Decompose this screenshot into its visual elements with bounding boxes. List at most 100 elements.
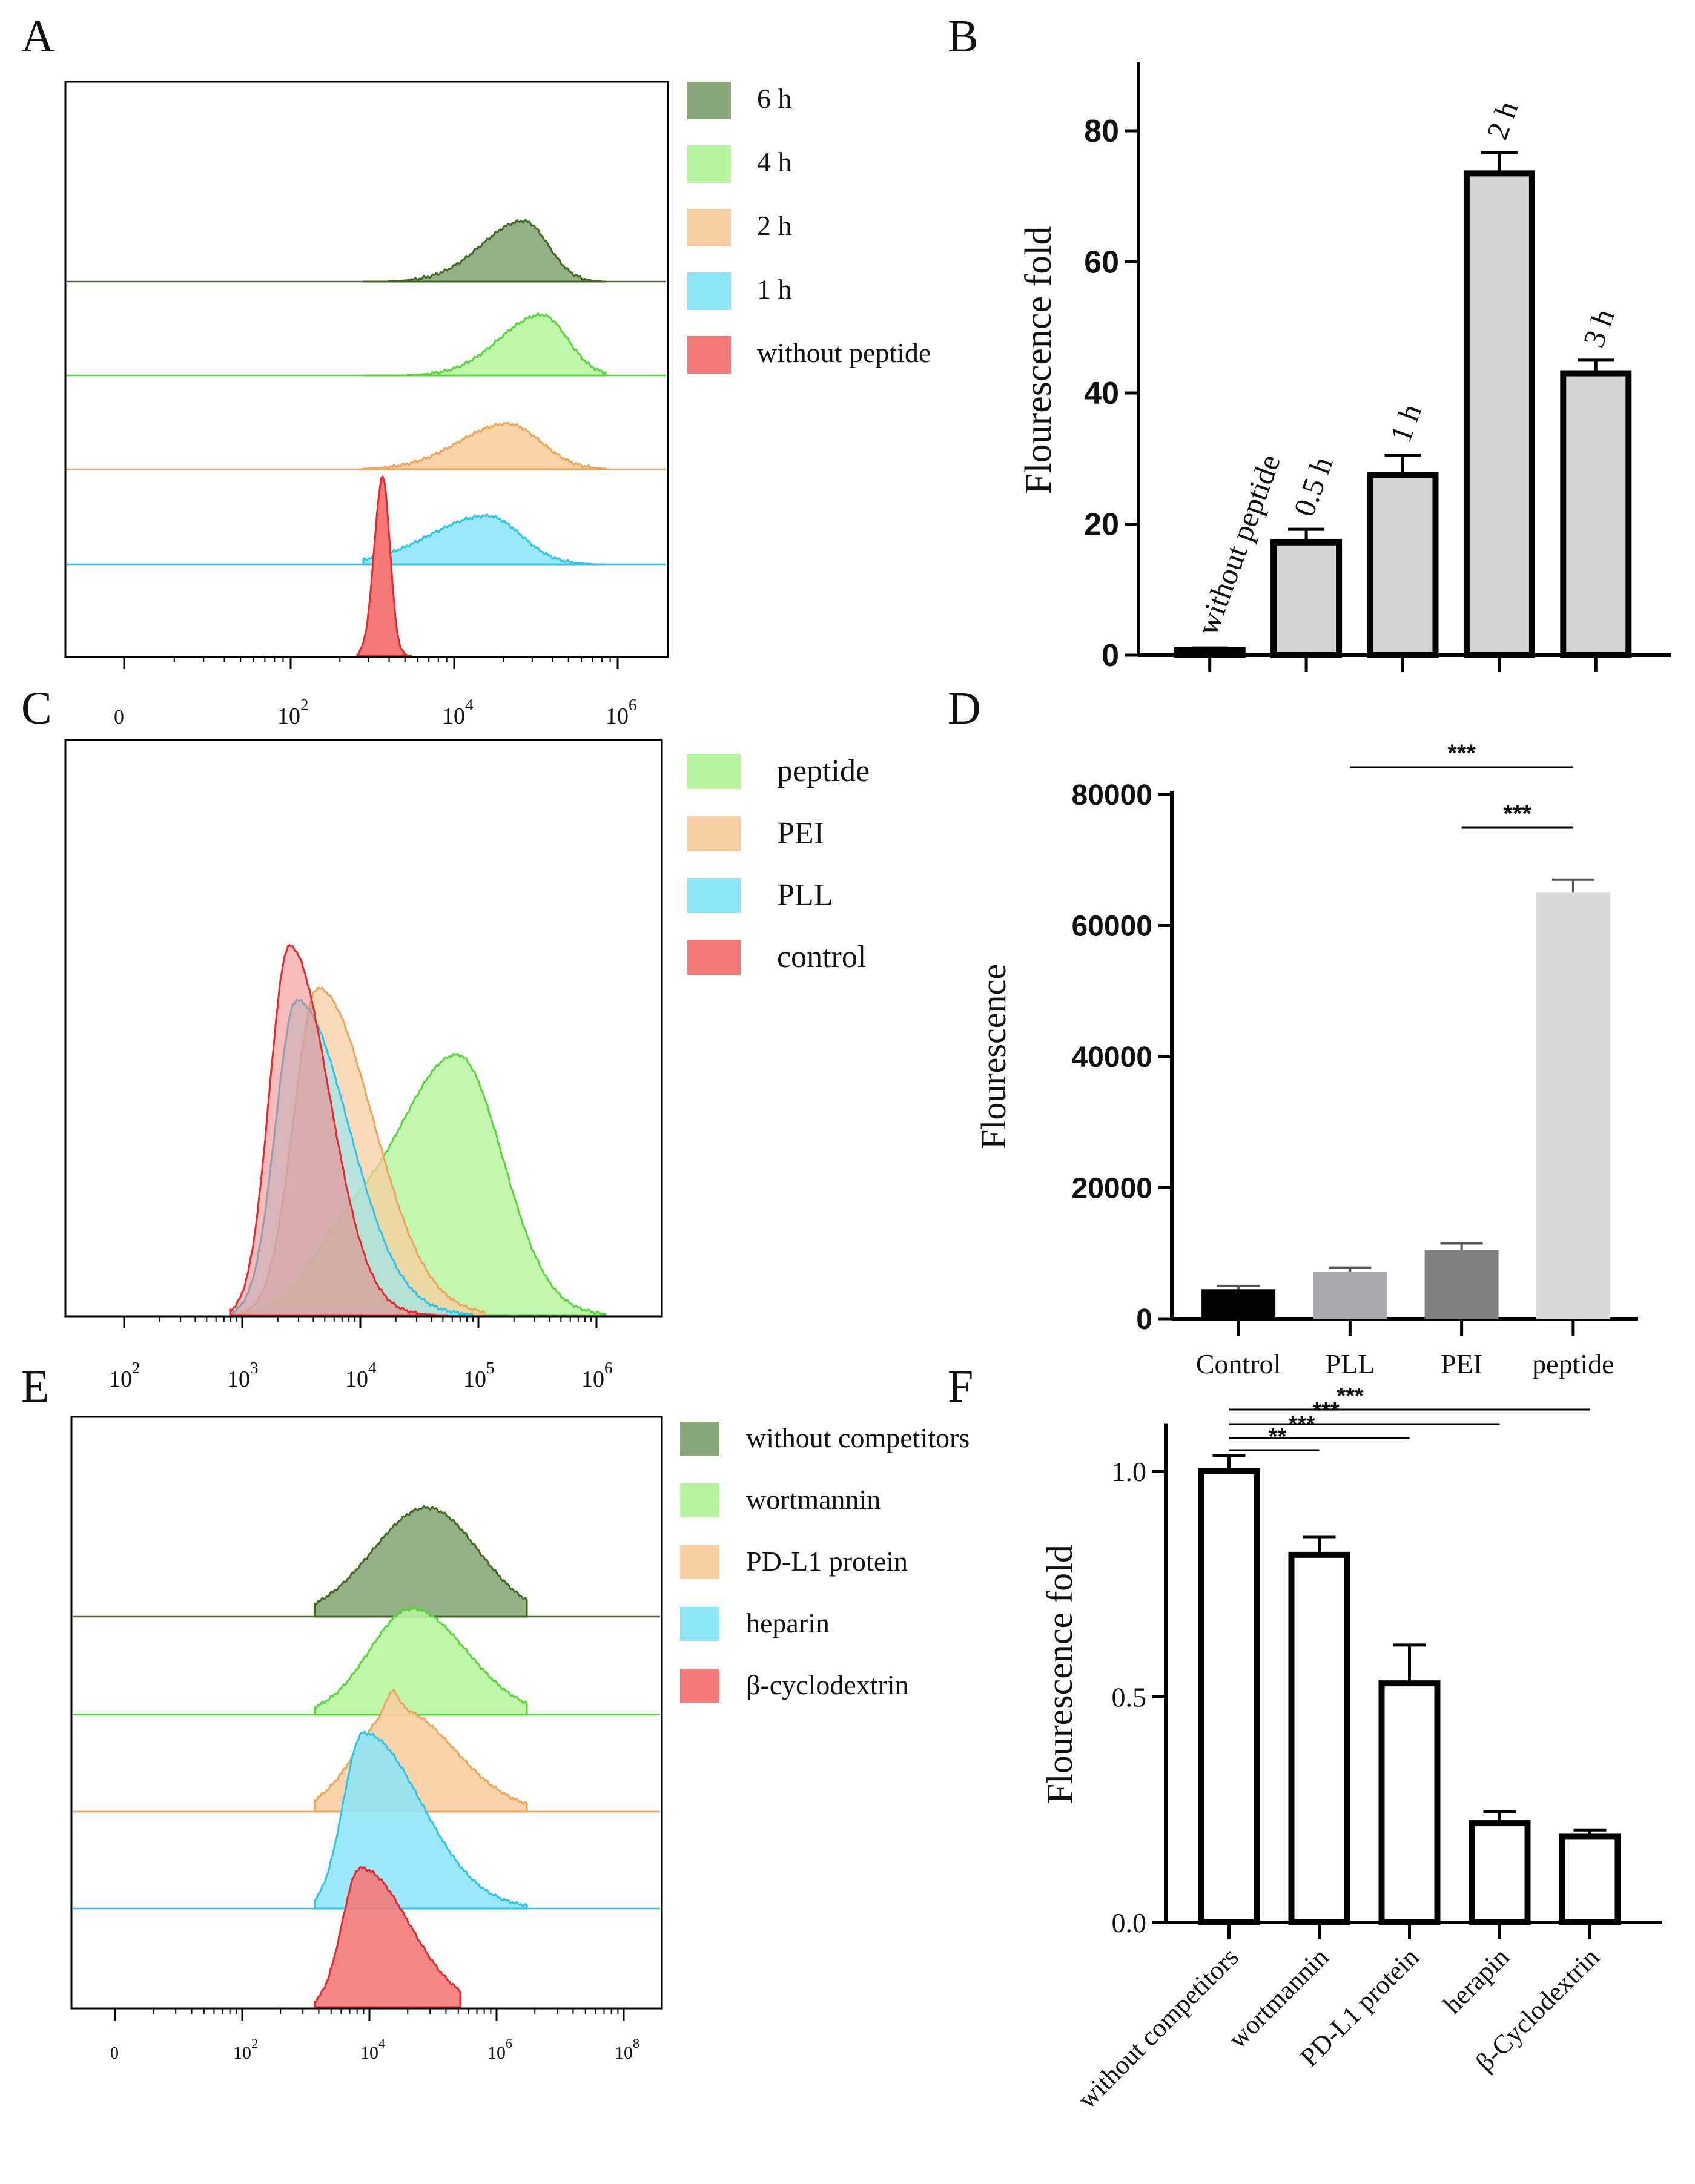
y-tick-label: 40000 (1072, 1041, 1152, 1074)
y-tick-label: 20 (1084, 507, 1119, 543)
panel-letter-e: E (21, 1361, 49, 1412)
legend-label: 1 h (757, 274, 792, 305)
y-tick-label: 0.5 (1112, 1682, 1147, 1713)
category-label: 2 h (1480, 97, 1525, 144)
bar-3-h (1560, 370, 1632, 659)
legend-swatch-pll (687, 878, 741, 913)
category-label: 1 h (1383, 400, 1428, 447)
legend-swatch-4h (687, 145, 731, 183)
bar-control (1201, 1289, 1276, 1319)
category-label: Control (1196, 1348, 1281, 1379)
histogram-2-h (362, 421, 607, 470)
y-tick-label: 20000 (1072, 1172, 1152, 1204)
histogram-panel-c: 102 103 104 105 106 peptide PEI PLL cont… (64, 739, 870, 1392)
legend-label: control (777, 940, 866, 974)
x-tick-labels-c: 102 103 104 105 106 (109, 1359, 613, 1392)
histogram-control (229, 943, 448, 1316)
tick-label: 102 (109, 1359, 140, 1392)
legend-swatch-heparin (680, 1607, 719, 1641)
legend-label: heparin (746, 1608, 830, 1638)
x-tick-labels-e: 0 102 104 106 108 (110, 2036, 639, 2063)
category-label: without competitors (1072, 1942, 1244, 2114)
legend-label: 6 h (757, 83, 792, 114)
bar-peptide (1536, 892, 1610, 1319)
x-axis-ticks-c (65, 1315, 662, 1328)
tick-label: 104 (345, 1359, 377, 1392)
legend-label: 2 h (757, 210, 792, 241)
histogram-wortmannin (314, 1606, 528, 1716)
tick-label: 102 (277, 696, 309, 729)
histogram-6-h (363, 219, 606, 283)
x-axis-ticks-a (65, 656, 668, 669)
y-tick-label: 40 (1084, 376, 1119, 411)
x-tick-labels-a: 0 102 104 106 (114, 696, 637, 729)
histogram-panel-e: 0 102 104 106 108 without competitors wo… (70, 1416, 970, 2063)
legend-label: PD-L1 protein (746, 1546, 908, 1577)
histogram-panel-a: 0 102 104 106 6 h 4 h 2 h 1 h without pe… (64, 81, 931, 729)
legend-label: peptide (777, 754, 870, 788)
bar-chart-panel-f: 0.0 0.5 1.0 Flourescence fold without compet… (1040, 1384, 1662, 2114)
panel-letter-a: A (21, 11, 55, 62)
bar-wortmannin (1288, 1551, 1350, 1925)
bar-0-5-h (1270, 539, 1343, 658)
legend-c: peptide PEI PLL control (687, 754, 870, 975)
legend-swatch-beta-cyclodextrin (680, 1669, 719, 1703)
y-tick-label: 0 (1102, 638, 1119, 673)
y-axis-label: Flourescence fold (1040, 1545, 1080, 1804)
tick-label: 104 (442, 696, 474, 729)
legend-swatch-2h (687, 209, 731, 246)
legend-label: 4 h (757, 147, 792, 177)
histogram-beta-cyclodextrin (314, 1866, 461, 2008)
y-tick-label: 80 (1084, 114, 1119, 149)
tick-label: 102 (233, 2036, 258, 2063)
histogram-without-competitors (314, 1505, 528, 1618)
histogram-curves-e (73, 1505, 660, 2008)
histogram-without-peptide (356, 475, 412, 657)
histogram-curves-a (67, 219, 666, 657)
category-label: peptide (1532, 1348, 1614, 1379)
legend-swatch-control (687, 940, 741, 975)
bar-herapin (1469, 1820, 1531, 1926)
bar-without-competitors (1198, 1468, 1260, 1925)
category-label: herapin (1438, 1942, 1515, 2019)
category-label: 3 h (1576, 305, 1621, 352)
significance-label: *** (1312, 1398, 1340, 1424)
category-label: PEI (1441, 1348, 1482, 1379)
y-tick-label: 60 (1084, 245, 1119, 280)
bar-cyclodextrin (1559, 1833, 1621, 1925)
legend-e: without competitors wortmannin PD-L1 pro… (680, 1422, 970, 1703)
legend-label: wortmannin (746, 1484, 881, 1515)
legend-swatch-without-competitors (680, 1422, 719, 1456)
tick-label: 106 (581, 1359, 613, 1392)
x-axis-ticks-e (71, 2007, 662, 2021)
y-axis-label: Flourescence fold (1018, 226, 1059, 494)
panel-letter-f: F (948, 1361, 973, 1412)
legend-swatch-pei (687, 816, 741, 851)
histogram-1-h (362, 513, 606, 566)
legend-swatch-without-peptide (687, 336, 731, 374)
legend-swatch-1h (687, 272, 731, 310)
bar-1-h (1367, 472, 1439, 658)
y-tick-label: 1.0 (1112, 1456, 1147, 1487)
bar-chart-panel-d: 0 20000 40000 60000 80000 Flourescence Control… (974, 740, 1638, 1379)
bar-pll (1313, 1272, 1387, 1319)
significance-label: *** (1447, 740, 1476, 767)
tick-label: 106 (487, 2036, 512, 2063)
tick-label: 0 (114, 706, 124, 728)
legend-swatch-6h (687, 82, 731, 119)
bar-2-h (1463, 170, 1535, 658)
legend-label: β-cyclodextrin (746, 1669, 909, 1700)
legend-label: without competitors (746, 1422, 970, 1453)
legend-a: 6 h 4 h 2 h 1 h without peptide (687, 82, 931, 374)
bar-without-peptide (1174, 647, 1246, 658)
legend-swatch-pd-l1-protein (680, 1545, 719, 1579)
y-tick-label: 80000 (1072, 779, 1152, 811)
tick-label: 104 (360, 2036, 385, 2063)
tick-label: 105 (463, 1359, 495, 1392)
tick-label: 0 (110, 2044, 119, 2063)
histogram-4-h (363, 312, 607, 377)
tick-label: 106 (606, 696, 637, 729)
legend-label: PEI (777, 816, 824, 851)
